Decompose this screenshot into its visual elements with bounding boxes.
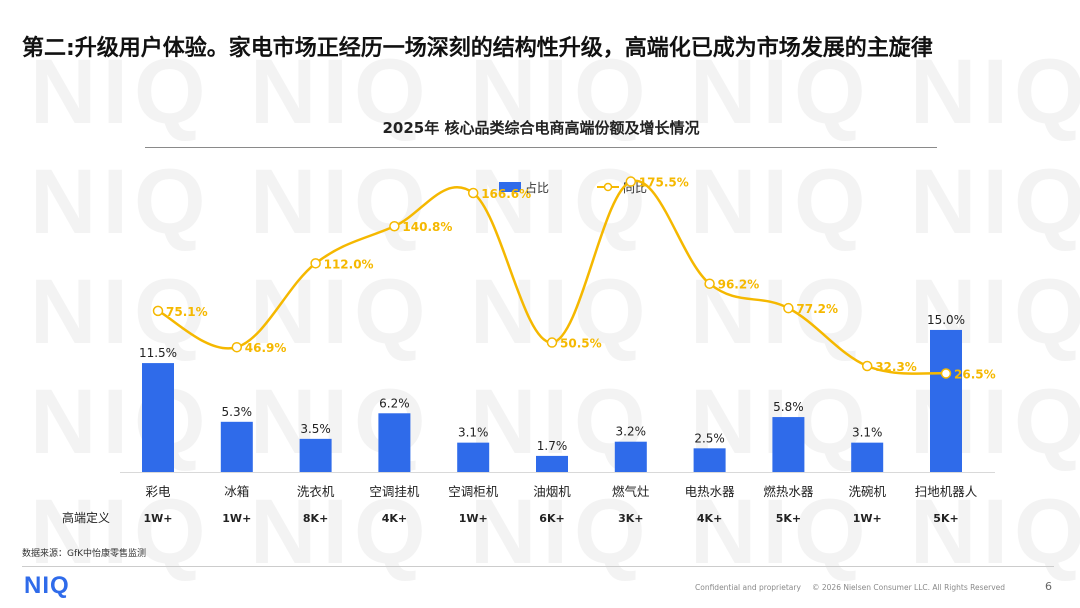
threshold-label: 1W+ [143,512,172,525]
yoy-value-label: 50.5% [560,337,602,351]
yoy-marker [389,220,400,232]
yoy-marker [152,305,164,317]
yoy-marker [310,258,321,269]
yoy-value-label: 77.2% [796,302,838,316]
bar-value-label: 5.8% [773,400,804,414]
yoy-marker [625,176,637,187]
category-label: 空调挂机 [369,484,420,499]
yoy-value-label: 32.3% [875,360,917,374]
page-headline: 第二:升级用户体验。家电市场正经历一场深刻的结构性升级，高端化已成为市场发展的主… [22,36,933,61]
bar-value-label: 1.7% [537,439,568,453]
category-label: 油烟机 [533,484,571,499]
threshold-label: 5K+ [933,512,958,525]
yoy-value-label: 112.0% [324,257,374,271]
niq-logo: NIQ [24,572,70,599]
yoy-marker [940,368,952,379]
bar [457,442,490,472]
yoy-marker [467,187,479,199]
threshold-label: 3K+ [618,512,643,525]
yoy-marker [231,341,243,353]
bar-value-label: 2.5% [694,431,725,445]
row-label: 高端定义 [62,510,110,525]
bar-value-label: 15.0% [927,313,965,327]
yoy-value-label: 140.8% [402,220,452,234]
threshold-label: 1W+ [853,512,882,525]
bar-value-label: 11.5% [139,346,177,360]
bar [772,417,805,472]
threshold-label: 8K+ [303,512,328,525]
legend-swatch-share [499,182,521,192]
legend-label-share: 占比 [525,180,549,195]
bar-value-label: 6.2% [379,396,410,410]
bar-value-label: 3.1% [852,426,883,440]
copyright-note: © 2026 Nielsen Consumer LLC. All Rights … [812,583,1006,592]
category-label: 冰箱 [224,484,249,499]
category-label: 空调柜机 [448,484,499,499]
category-label: 燃热水器 [763,484,814,499]
bar [536,455,568,472]
yoy-marker [546,337,558,348]
bar [299,438,332,472]
confidential-note: Confidential and proprietary [695,583,801,592]
category-label: 电热水器 [685,484,736,499]
category-label: 扫地机器人 [915,484,978,499]
bar-value-label: 3.2% [616,425,647,439]
bar-value-label: 3.5% [300,422,331,436]
threshold-label: 4K+ [382,512,407,525]
bar [614,441,647,472]
footer-divider [22,566,1054,567]
category-label: 燃气灶 [612,484,650,499]
bar-value-label: 3.1% [458,426,489,440]
bar [220,421,253,472]
yoy-marker [704,278,715,289]
yoy-marker [783,302,794,314]
chart-title-divider [145,147,937,148]
bar [851,442,884,472]
chart-title: 2025年 核心品类综合电商高端份额及增长情况 [382,119,700,137]
yoy-value-label: 96.2% [718,278,760,292]
threshold-label: 6K+ [539,512,564,525]
yoy-value-label: 166.6% [481,187,531,201]
yoy-value-label: 75.1% [166,305,208,319]
category-label: 洗碗机 [848,484,886,499]
threshold-label: 5K+ [776,512,801,525]
category-label: 彩电 [145,484,171,499]
yoy-marker [861,360,873,372]
bar [930,329,962,472]
page-number: 6 [1045,580,1052,593]
bar [142,363,174,472]
data-source-note: 数据来源：GfK中怡康零售监测 [22,549,147,559]
bar [693,448,726,472]
threshold-label: 1W+ [459,512,488,525]
bar-value-label: 5.3% [222,405,253,419]
yoy-value-label: 26.5% [954,367,996,381]
category-label: 洗衣机 [297,484,335,499]
threshold-label: 1W+ [222,512,251,525]
yoy-value-label: 46.9% [245,341,287,355]
threshold-label: 4K+ [697,512,722,525]
bar [378,413,411,472]
legend-marker-yoy [603,182,613,192]
yoy-value-label: 175.5% [639,176,689,190]
